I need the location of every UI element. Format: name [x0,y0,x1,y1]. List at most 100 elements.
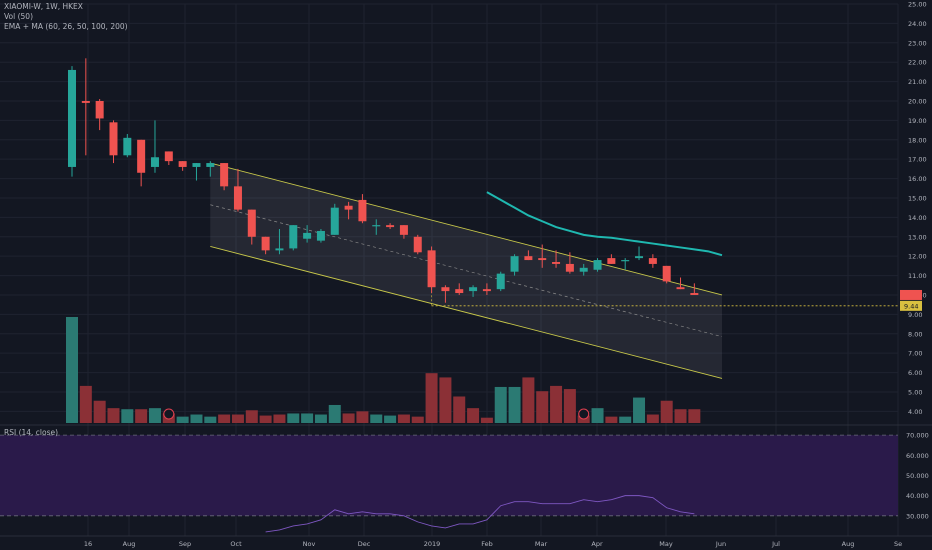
x-tick-label: Se [894,540,902,548]
volume-bar [384,415,397,423]
volume-bar [646,414,659,423]
volume-bar [425,373,438,423]
candle-body [344,205,353,210]
candle-body [648,258,657,264]
y-tick-label: 22.00 [908,59,927,67]
volume-bar [204,416,217,423]
candle-body [303,232,312,239]
candle-body [109,122,118,156]
y-tick-label: 16.00 [908,175,927,183]
volume-bar [190,414,203,423]
earnings-marker [163,408,175,420]
volume-bar [563,389,576,423]
candle-body [565,263,574,272]
x-tick-label: 2019 [424,540,441,548]
volume-bar [107,408,120,423]
candle-body [275,248,284,251]
y-tick-label: 23.00 [908,39,927,47]
volume-bar [176,416,189,423]
candle-body [579,267,588,272]
x-tick-label: Sep [179,540,191,548]
rsi-line [265,495,695,533]
ema-indicator-line: EMA + MA (60, 26, 50, 100, 200) [4,22,128,31]
candle-body [95,100,104,119]
y-tick-label: 9.00 [908,311,922,319]
candle-body [261,236,270,251]
channel-median-line [210,204,723,338]
x-tick-label: Nov [303,540,316,548]
candle-body [330,207,339,235]
volume-bar [660,400,673,423]
volume-bar [550,385,563,423]
rsi-legend: RSI (14, close) [4,428,59,437]
candle-body [289,225,298,249]
volume-bar [508,386,521,423]
volume-bar [370,414,383,423]
volume-bar [259,415,272,423]
candle-body [316,230,325,241]
y-tick-label: 13.00 [908,233,927,241]
volume-bar [314,414,327,423]
x-tick-label: Apr [591,540,603,548]
y-tick-label: 20.00 [908,97,927,105]
volume-bar [135,409,148,423]
x-tick-label: Oct [230,540,242,548]
y-tick-label: 6.00 [908,369,922,377]
volume-bar [605,416,618,423]
y-tick-label: 4.00 [908,408,922,416]
y-tick-label: 17.00 [908,156,927,164]
candle-body [247,209,256,237]
symbol-line: XIAOMI-W, 1W, HKEX [4,2,83,11]
volume-indicator-line: Vol (50) [4,12,34,21]
y-tick-label: 7.00 [908,350,922,358]
volume-bar [231,414,244,423]
candle-body [441,287,450,292]
candle-body [427,250,436,288]
candle-body [150,157,159,167]
rsi-tick-label: 50.000 [906,472,929,480]
rsi-band [0,435,898,516]
volume-bar [591,408,604,423]
candle-body [81,100,90,103]
volume-bar [619,416,632,423]
candle-body [676,287,685,290]
x-tick-label: May [659,540,673,548]
y-tick-label: 25.00 [908,1,927,9]
x-tick-label: Dec [358,540,371,548]
volume-bar [480,417,493,423]
price-label: 9.44 [904,302,918,310]
candle-body [482,289,491,292]
volume-bar [439,377,452,423]
candle-body [123,137,132,156]
volume-bar [245,410,258,423]
volume-bar [467,408,480,423]
channel-upper-line [210,162,723,296]
candle-body [496,273,505,290]
volume-bar [218,414,231,423]
x-tick-label: Feb [481,540,493,548]
candle-body [413,236,422,253]
y-tick-label: 5.00 [908,388,922,396]
y-tick-label: 12.00 [908,253,927,261]
volume-bar [273,414,286,423]
ema-line [486,191,723,257]
volume-bar [674,409,687,423]
volume-bar [121,409,134,423]
candle-body [399,225,408,235]
y-tick-label: 11.00 [908,272,927,280]
rsi-tick-label: 60.000 [906,452,929,460]
y-tick-label: 19.00 [908,117,927,125]
channel-lower-line [210,246,723,379]
candle-body [178,161,187,167]
candle-body [552,261,561,264]
candle-body [538,258,547,261]
candle-body [372,225,381,227]
x-tick-label: Mar [535,540,548,548]
volume-bar [688,409,701,423]
y-tick-label: 15.00 [908,194,927,202]
x-tick-label: Aug [842,540,855,548]
volume-bar [522,377,535,423]
volume-bar [66,317,78,423]
y-tick-label: 21.00 [908,78,927,86]
